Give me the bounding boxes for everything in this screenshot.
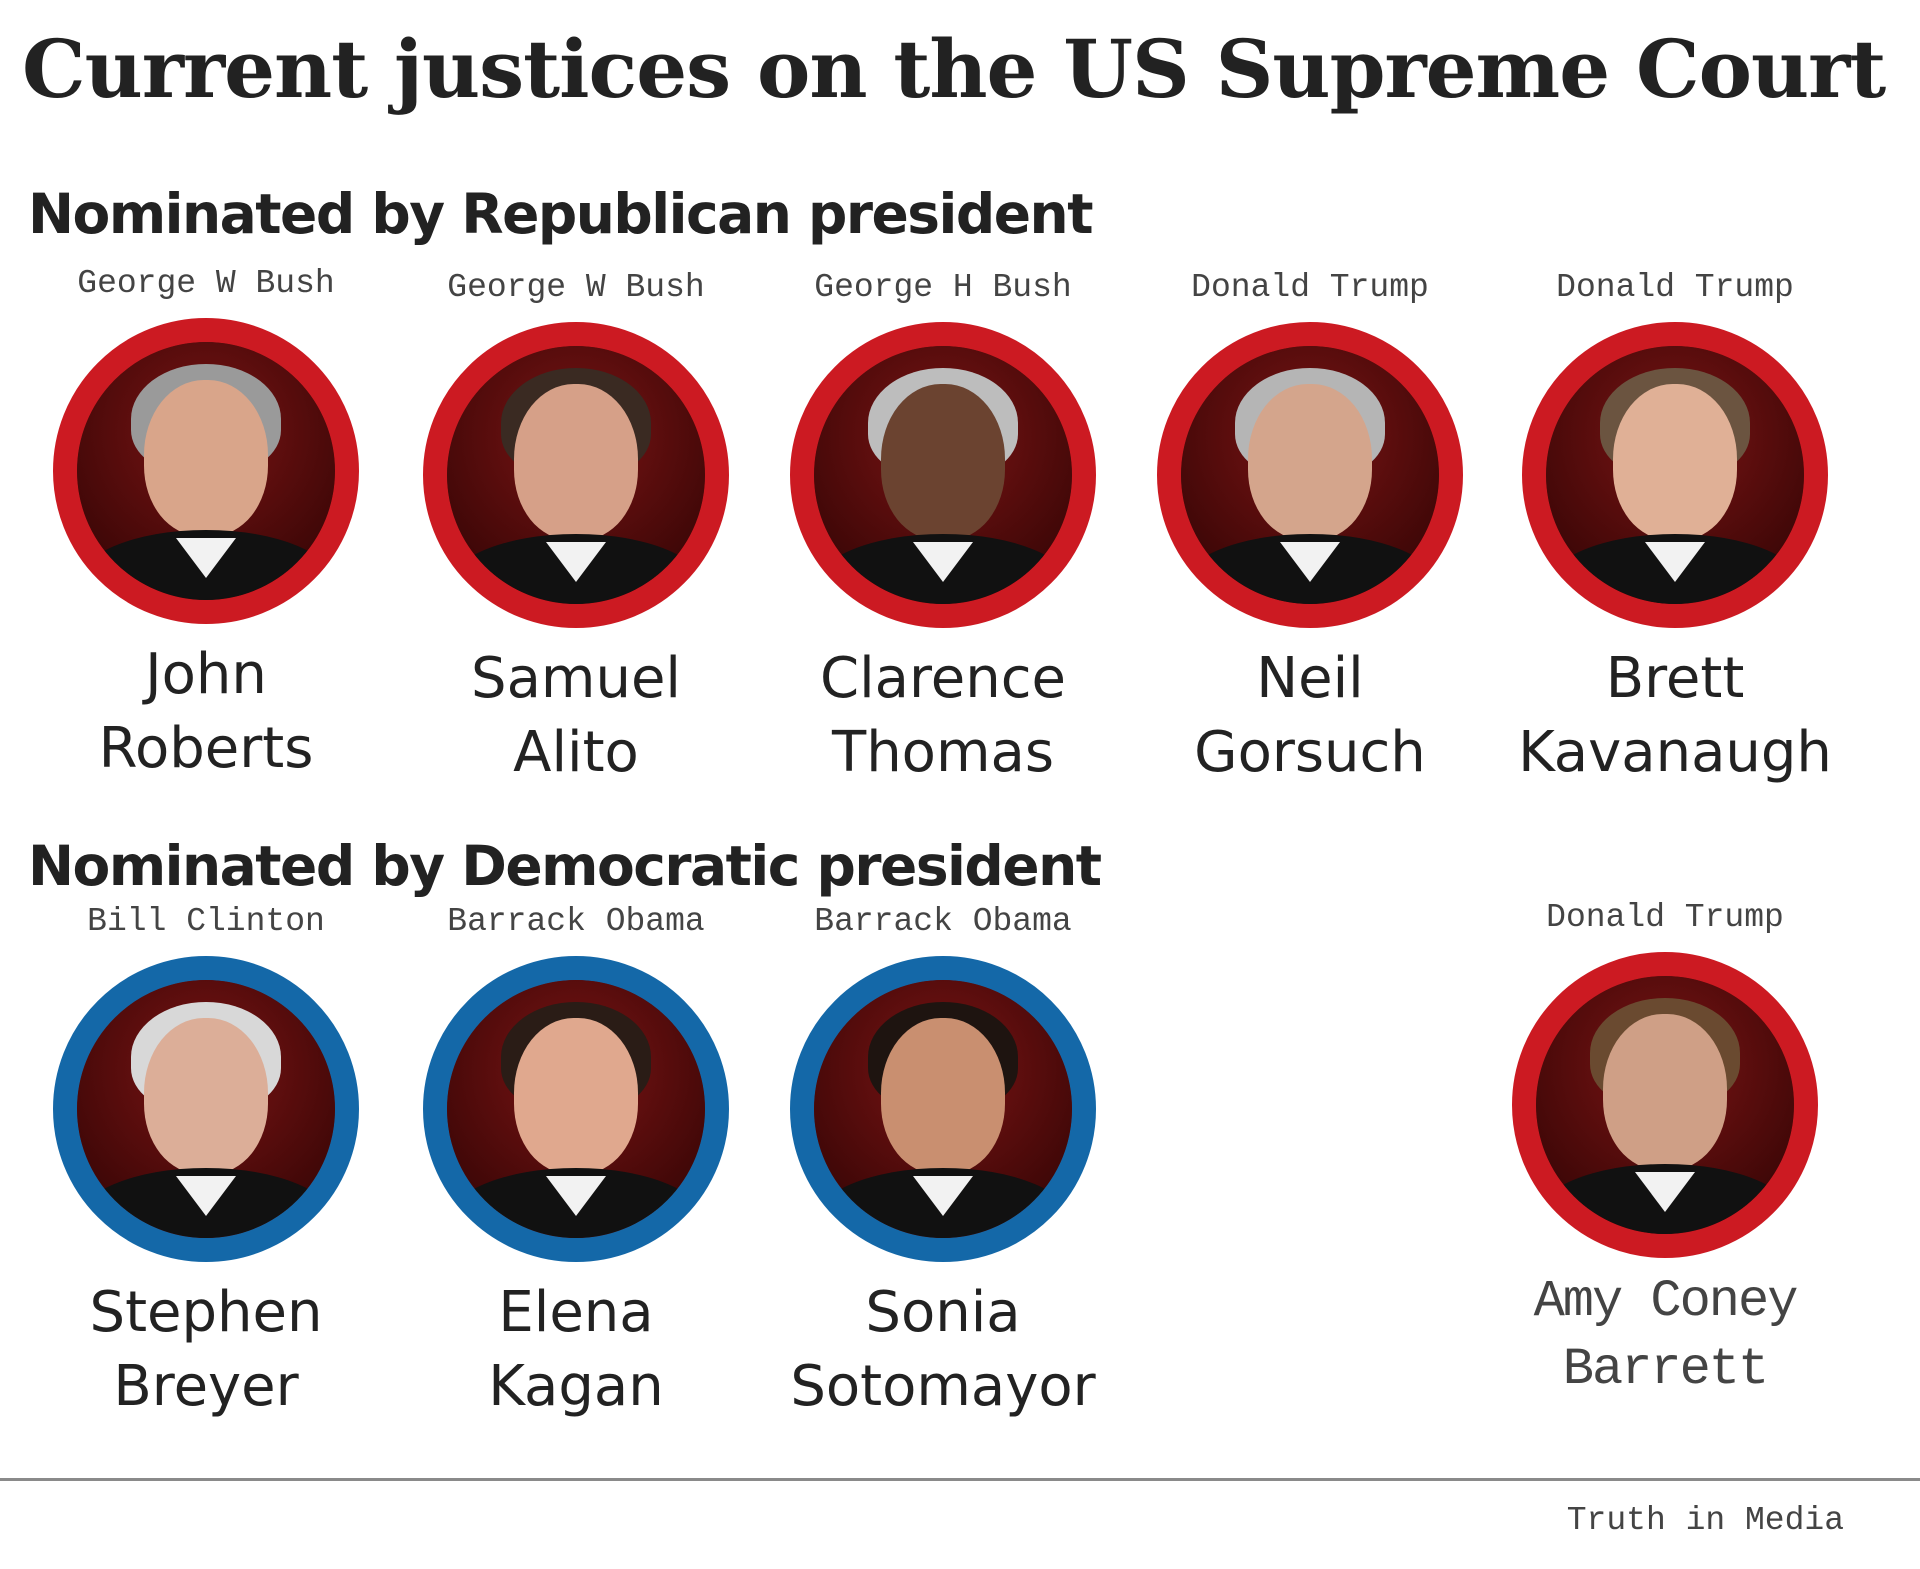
portrait-ring — [53, 956, 359, 1262]
justice-first-name: Sonia — [865, 1280, 1021, 1345]
justice-card: Barrack Obama Elena Kagan — [386, 900, 766, 1424]
justice-portrait — [814, 346, 1072, 604]
nominating-president: Donald Trump — [1191, 269, 1429, 306]
justice-last-name: Kagan — [488, 1354, 664, 1419]
justice-portrait — [814, 980, 1072, 1238]
justice-portrait — [1536, 976, 1794, 1234]
justice-portrait — [447, 980, 705, 1238]
justice-name: Sonia Sotomayor — [753, 1276, 1133, 1424]
justice-first-name: Clarence — [820, 646, 1066, 711]
justice-last-name: Sotomayor — [790, 1354, 1096, 1419]
justice-last-name: Barrett — [1562, 1340, 1769, 1399]
justice-card: George H Bush Clarence Thomas — [753, 266, 1133, 790]
justice-card: Donald Trump Neil Gorsuch — [1120, 266, 1500, 790]
justice-name: Stephen Breyer — [16, 1276, 396, 1424]
justice-name: Brett Kavanaugh — [1485, 642, 1865, 790]
justice-first-name: Stephen — [89, 1280, 323, 1345]
justice-name: Neil Gorsuch — [1120, 642, 1500, 790]
justice-last-name: Breyer — [113, 1354, 299, 1419]
nominating-president: Donald Trump — [1546, 899, 1784, 936]
justice-first-name: Elena — [498, 1280, 654, 1345]
nominating-president: George W Bush — [447, 269, 705, 306]
justice-name: Samuel Alito — [386, 642, 766, 790]
nominating-president: George W Bush — [77, 265, 335, 302]
justice-last-name: Kavanaugh — [1518, 720, 1832, 785]
justice-portrait — [77, 342, 335, 600]
portrait-ring — [790, 956, 1096, 1262]
nominating-president: Donald Trump — [1556, 269, 1794, 306]
portrait-ring — [423, 956, 729, 1262]
portrait-ring — [790, 322, 1096, 628]
justice-first-name: Brett — [1605, 646, 1745, 711]
justice-last-name: Gorsuch — [1194, 720, 1426, 785]
justice-portrait — [1181, 346, 1439, 604]
justice-first-name: Neil — [1256, 646, 1364, 711]
justice-card: George W Bush Samuel Alito — [386, 266, 766, 790]
justice-name: Elena Kagan — [386, 1276, 766, 1424]
justice-portrait — [1546, 346, 1804, 604]
portrait-ring — [423, 322, 729, 628]
justice-name: Amy Coney Barrett — [1475, 1268, 1855, 1404]
page-title: Current justices on the US Supreme Court — [22, 22, 1886, 116]
portrait-ring — [1512, 952, 1818, 1258]
justice-card: Barrack Obama Sonia Sotomayor — [753, 900, 1133, 1424]
nominating-president: Barrack Obama — [447, 903, 705, 940]
justice-first-name: Amy Coney — [1533, 1272, 1799, 1331]
portrait-ring — [1522, 322, 1828, 628]
justice-first-name: John — [145, 642, 267, 707]
justice-card: Donald Trump Amy Coney Barrett — [1475, 896, 1855, 1404]
justice-card: Donald Trump Brett Kavanaugh — [1485, 266, 1865, 790]
justice-name: Clarence Thomas — [753, 642, 1133, 790]
section-heading-democratic: Nominated by Democratic president — [28, 834, 1102, 898]
justice-card: George W Bush John Roberts — [16, 262, 396, 786]
nominating-president: Barrack Obama — [814, 903, 1072, 940]
justice-portrait — [77, 980, 335, 1238]
justice-last-name: Roberts — [98, 716, 314, 781]
portrait-ring — [53, 318, 359, 624]
justice-portrait — [447, 346, 705, 604]
section-heading-republican: Nominated by Republican president — [28, 182, 1094, 246]
nominating-president: Bill Clinton — [87, 903, 325, 940]
justice-name: John Roberts — [16, 638, 396, 786]
portrait-ring — [1157, 322, 1463, 628]
justice-last-name: Thomas — [831, 720, 1054, 785]
source-credit: Truth in Media — [1566, 1502, 1844, 1539]
footer-divider — [0, 1478, 1920, 1481]
justice-card: Bill Clinton Stephen Breyer — [16, 900, 396, 1424]
justice-last-name: Alito — [513, 720, 639, 785]
justice-first-name: Samuel — [471, 646, 681, 711]
nominating-president: George H Bush — [814, 269, 1072, 306]
